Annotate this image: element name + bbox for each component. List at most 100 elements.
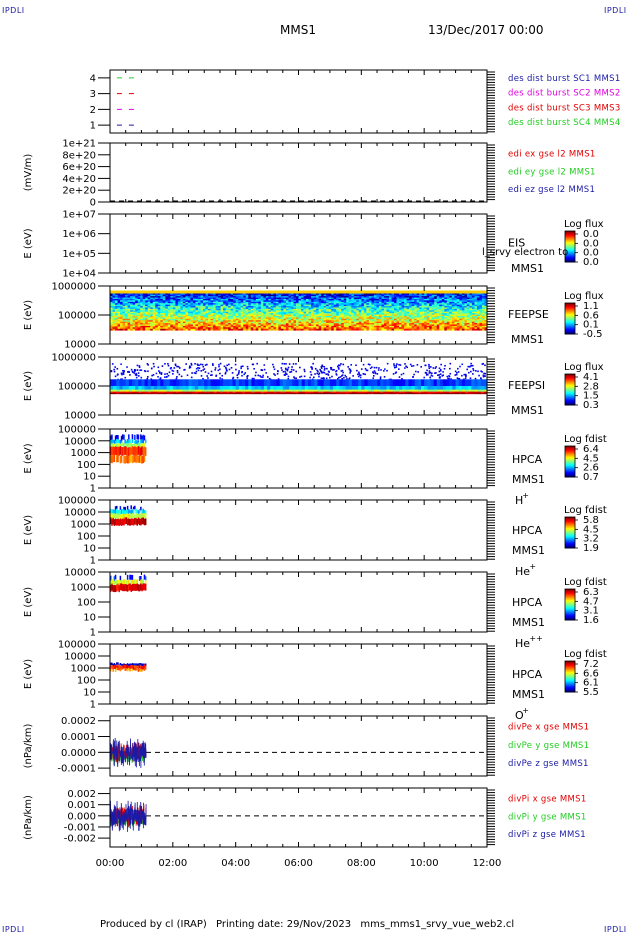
spectrogram-dot [273,373,275,375]
colorbar-cell [565,244,575,246]
spectrogram-cell [353,320,357,323]
spectrogram-cell [250,321,254,324]
colorbar-cell [565,246,575,249]
spectrogram-cell [311,317,314,320]
spectrogram-cell [228,314,232,317]
spectrogram-dot [260,369,263,371]
y-tick-label: 1e+07 [62,210,96,221]
spectrogram-cell [323,327,327,330]
spectrogram-cell [298,293,302,296]
spectrogram-cell [295,318,299,321]
spectrogram-cell [253,317,257,320]
spectrogram-cell [331,308,335,311]
spectrogram-cell [404,310,407,313]
spectrogram-cell [371,318,375,321]
spectrogram-cell [396,325,400,328]
spectrogram-cell [295,310,299,313]
spectrogram-cell [348,308,352,311]
spectrogram-cell [434,306,438,308]
spectrogram-cell [197,320,201,323]
spectrogram-dot [167,362,169,365]
spectrogram-cell [306,298,309,301]
spectrogram-cell [185,314,189,317]
spectrogram-dot [393,366,396,369]
spectrogram-dot [295,363,297,365]
spectrogram-cell [275,304,279,307]
spectrogram-cell [444,328,448,331]
spectrogram-cell [223,321,227,324]
spectrogram-cell [245,315,249,318]
spectrogram-cell [394,303,397,306]
spectrogram-cell [208,328,211,331]
spectrogram-cell [388,320,392,323]
spectrogram-cell [258,311,262,314]
spectrogram-cell [404,325,407,328]
spectrogram-cell [454,328,458,331]
spectrogram-cell [293,313,297,315]
spectrogram-cell [311,324,314,327]
spectrogram-cell [346,300,350,303]
spectrogram-dot [341,375,343,377]
spectrogram-cell [474,300,478,303]
spectrogram-cell [311,304,314,307]
spectrogram-cell [295,300,299,303]
spectrogram-cell [298,328,302,331]
spectrogram-cell [162,296,166,298]
spectrogram-cell [441,294,445,297]
spectrogram-cell [265,321,269,324]
spectrogram-cell [226,379,230,387]
spectrogram-cell [213,324,216,327]
spectrogram-cell [311,306,314,308]
spectrogram-cell [210,325,214,328]
spectrogram-cell [444,294,448,297]
spectrogram-cell [409,320,412,323]
spectrogram-cell [363,303,367,306]
spectrogram-cell [436,294,440,297]
spectrogram-cell [406,320,410,323]
spectrogram-cell [135,298,139,301]
spectrogram-cell [132,294,136,297]
spectrogram-cell [127,307,131,310]
spectrogram-cell [338,300,342,303]
spectrogram-cell [481,306,485,308]
corner-label-top-left: IPDLI [2,6,25,15]
spectrogram-dot [281,362,284,365]
spectrogram-cell [248,304,252,307]
corner-label-bottom-right: IPDLI [604,925,627,934]
spectrogram-cell [406,324,410,327]
spectrogram-cell [150,320,154,323]
y-tick-label: 1e+06 [62,229,96,240]
spectrogram-cell [293,300,297,303]
spectrogram-cell [255,315,259,318]
spectrogram-cell [313,300,317,303]
spectrogram-cell [469,303,473,306]
spectrogram-cell [409,313,412,315]
spectrogram-cell [243,298,247,301]
spectrogram-cell [187,315,191,318]
spectrogram-cell [401,301,405,304]
spectrogram-cell [120,321,123,324]
spectrogram-cell [394,311,397,314]
spectrogram-cell [162,313,166,315]
spectrogram-cell [316,308,320,311]
spectrogram-cell [248,325,252,328]
spectrogram-cell [481,324,485,327]
spectrogram-dot [461,363,464,366]
spectrogram-dot [484,372,487,375]
spectrogram-cell [210,300,214,303]
spectrogram-cell [474,379,478,387]
spectrogram-cell [268,323,272,325]
spectrogram-cell [461,303,465,306]
spectrogram-cell [391,318,395,321]
spectrogram-cell [414,379,419,387]
spectrogram-cell [208,323,211,325]
spectrogram-cell [160,300,164,303]
spectrogram-cell [466,293,470,296]
spectrogram-cell [439,324,443,327]
legend-entry: des dist burst SC4 MMS4 [508,118,621,128]
spectrogram-dot [286,368,289,371]
spectrogram-cell [376,324,380,327]
spectrogram-cell [366,300,370,303]
spectrogram-cell [130,310,134,313]
spectrogram-cell [481,298,485,301]
